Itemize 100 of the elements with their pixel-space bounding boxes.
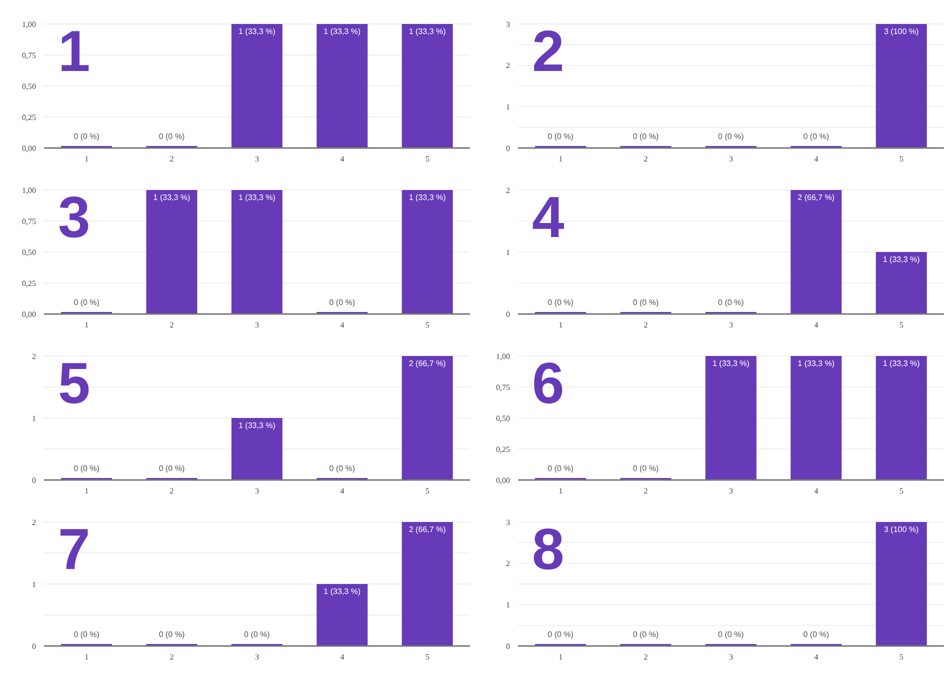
- y-tick-label: 0,00: [22, 310, 36, 319]
- data-label: 0 (0 %): [548, 630, 574, 639]
- x-tick-label: 2: [170, 652, 174, 662]
- data-label: 0 (0 %): [632, 630, 659, 639]
- x-tick-label: 3: [729, 486, 733, 496]
- y-tick-label: 2: [506, 559, 510, 568]
- data-label: 2 (66,7 %): [798, 193, 835, 202]
- data-label: 1 (33,3 %): [238, 421, 276, 430]
- data-label: 1 (33,3 %): [882, 255, 920, 264]
- data-label: 1 (33,3 %): [238, 27, 276, 36]
- x-tick-label: 5: [899, 154, 904, 164]
- y-tick-label: 1,00: [496, 352, 510, 361]
- x-tick-label: 2: [170, 154, 174, 164]
- y-tick-label: 2: [506, 61, 510, 70]
- data-label: 0 (0 %): [632, 132, 659, 141]
- data-label: 3 (100 %): [884, 525, 920, 534]
- y-tick-label: 1: [506, 248, 510, 257]
- x-tick-label: 5: [899, 652, 904, 662]
- x-tick-label: 3: [729, 320, 733, 330]
- data-label: 2 (66,7 %): [408, 359, 446, 368]
- x-tick-label: 4: [814, 154, 818, 164]
- data-label: 0 (0 %): [718, 630, 744, 639]
- x-tick-label: 1: [558, 154, 563, 164]
- y-tick-label: 1,00: [22, 20, 36, 29]
- chart-title: 8: [532, 517, 564, 582]
- data-label: 1 (33,3 %): [408, 193, 446, 202]
- x-tick-label: 3: [255, 154, 259, 164]
- y-tick-label: 0,50: [22, 248, 36, 257]
- x-tick-label: 3: [255, 486, 259, 496]
- y-tick-label: 3: [506, 518, 510, 527]
- x-tick-label: 3: [729, 154, 733, 164]
- y-tick-label: 0,50: [496, 414, 510, 423]
- y-tick-label: 1,00: [22, 186, 36, 195]
- data-label: 1 (33,3 %): [324, 587, 361, 596]
- data-label: 0 (0 %): [158, 464, 185, 473]
- x-tick-label: 4: [340, 320, 344, 330]
- y-tick-label: 2: [32, 518, 36, 527]
- y-tick-label: 0,75: [22, 50, 36, 60]
- y-tick-label: 0,25: [496, 444, 510, 454]
- y-tick-label: 2: [506, 186, 510, 195]
- y-tick-label: 0,75: [496, 382, 510, 392]
- x-tick-label: 1: [84, 154, 89, 164]
- data-label: 1 (33,3 %): [712, 359, 750, 368]
- data-label: 1 (33,3 %): [882, 359, 920, 368]
- chart-title: 7: [58, 517, 90, 582]
- chart-title: 6: [532, 351, 564, 416]
- data-label: 0 (0 %): [74, 464, 100, 473]
- data-label: 0 (0 %): [548, 298, 574, 307]
- y-tick-label: 0: [32, 476, 36, 485]
- bar: [790, 190, 842, 314]
- bar: [402, 356, 453, 480]
- data-label: 0 (0 %): [74, 132, 100, 141]
- data-label: 2 (66,7 %): [408, 525, 446, 534]
- data-label: 0 (0 %): [548, 132, 574, 141]
- x-tick-label: 5: [425, 154, 430, 164]
- x-tick-label: 5: [425, 486, 430, 496]
- bar: [231, 418, 282, 480]
- y-tick-label: 0,75: [22, 216, 36, 226]
- y-tick-label: 1: [32, 414, 36, 423]
- data-label: 0 (0 %): [803, 630, 830, 639]
- y-tick-label: 0,00: [22, 144, 36, 153]
- data-label: 0 (0 %): [632, 298, 659, 307]
- x-tick-label: 2: [170, 320, 174, 330]
- x-tick-label: 1: [558, 652, 563, 662]
- x-tick-label: 4: [340, 154, 344, 164]
- x-tick-label: 4: [340, 652, 344, 662]
- bar: [316, 584, 368, 646]
- x-tick-label: 1: [558, 320, 563, 330]
- data-label: 0 (0 %): [803, 132, 830, 141]
- data-label: 0 (0 %): [718, 132, 744, 141]
- data-label: 0 (0 %): [244, 630, 270, 639]
- data-label: 0 (0 %): [74, 298, 100, 307]
- data-label: 1 (33,3 %): [153, 193, 191, 202]
- y-tick-label: 1: [32, 580, 36, 589]
- data-label: 3 (100 %): [884, 27, 920, 36]
- data-label: 0 (0 %): [632, 464, 659, 473]
- y-tick-label: 3: [506, 20, 510, 29]
- data-label: 0 (0 %): [158, 630, 185, 639]
- x-tick-label: 1: [84, 652, 89, 662]
- y-tick-label: 0,25: [22, 278, 36, 288]
- y-tick-label: 0: [506, 642, 510, 651]
- y-tick-label: 0,50: [22, 82, 36, 91]
- x-tick-label: 5: [425, 320, 430, 330]
- y-tick-label: 1: [506, 600, 510, 610]
- data-label: 0 (0 %): [329, 298, 356, 307]
- x-tick-label: 2: [170, 486, 174, 496]
- x-tick-label: 4: [340, 486, 344, 496]
- bar: [876, 252, 927, 314]
- data-label: 0 (0 %): [74, 630, 100, 639]
- y-tick-label: 1: [506, 102, 510, 112]
- x-tick-label: 1: [558, 486, 563, 496]
- data-label: 0 (0 %): [158, 132, 185, 141]
- x-tick-label: 5: [899, 320, 904, 330]
- y-tick-label: 0: [32, 642, 36, 651]
- x-tick-label: 4: [814, 320, 818, 330]
- data-label: 0 (0 %): [718, 298, 744, 307]
- data-label: 1 (33,3 %): [324, 27, 361, 36]
- x-tick-label: 1: [84, 486, 89, 496]
- data-label: 0 (0 %): [329, 464, 356, 473]
- x-tick-label: 3: [255, 320, 259, 330]
